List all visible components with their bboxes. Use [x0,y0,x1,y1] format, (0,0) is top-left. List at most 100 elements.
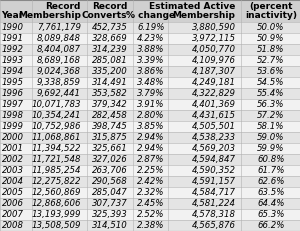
Text: 65.3%: 65.3% [257,210,284,219]
Text: 50.0%: 50.0% [257,23,284,32]
Text: 314,239: 314,239 [92,45,128,54]
Text: 10,071,783: 10,071,783 [32,100,81,109]
Text: 12,560,869: 12,560,869 [32,188,81,197]
Bar [0,55,300,66]
Text: 1999: 1999 [2,122,23,131]
Text: 3,972,115: 3,972,115 [191,34,236,43]
Text: 285,081: 285,081 [92,56,128,65]
Text: 54.5%: 54.5% [257,78,284,87]
Text: 57.2%: 57.2% [257,111,284,120]
Text: 2004: 2004 [2,177,23,186]
Text: 2.94%: 2.94% [137,133,164,142]
Bar [0,22,300,33]
Text: 2.87%: 2.87% [137,155,164,164]
Text: 314,491: 314,491 [92,78,128,87]
Text: 8,404,087: 8,404,087 [37,45,81,54]
Text: 2.94%: 2.94% [137,144,164,153]
Bar [0,209,300,220]
Text: 9,024,368: 9,024,368 [37,67,81,76]
Text: 4,505,501: 4,505,501 [191,122,236,131]
Text: 327,026: 327,026 [92,155,128,164]
Text: inactivity): inactivity) [245,11,297,20]
Text: 3.79%: 3.79% [137,89,164,98]
Text: 2002: 2002 [2,155,23,164]
Text: 13,193,999: 13,193,999 [32,210,81,219]
Text: 13,508,509: 13,508,509 [32,221,81,230]
Text: 2.42%: 2.42% [137,177,164,186]
Text: 3.39%: 3.39% [137,56,164,65]
Text: 335,200: 335,200 [92,67,128,76]
Text: 2007: 2007 [2,210,23,219]
Text: 2000: 2000 [2,133,23,142]
Text: 58.1%: 58.1% [257,122,284,131]
Text: 60.8%: 60.8% [257,155,284,164]
Text: 3,880,590: 3,880,590 [191,23,236,32]
Text: 4,187,307: 4,187,307 [191,67,236,76]
Bar [0,220,300,231]
Text: 1993: 1993 [2,56,23,65]
Text: (percent: (percent [249,2,292,11]
Text: 1991: 1991 [2,34,23,43]
Text: 11,394,522: 11,394,522 [32,144,81,153]
Bar [0,110,300,121]
Text: 4,578,318: 4,578,318 [191,210,236,219]
Text: 66.2%: 66.2% [257,221,284,230]
Text: 379,342: 379,342 [92,100,128,109]
Text: 398,745: 398,745 [92,122,128,131]
Text: 3.86%: 3.86% [137,67,164,76]
Text: Membership: Membership [18,11,81,20]
Text: 290,568: 290,568 [92,177,128,186]
Text: 50.9%: 50.9% [257,34,284,43]
Text: 53.6%: 53.6% [257,67,284,76]
Bar [0,0,300,22]
Text: 353,582: 353,582 [92,89,128,98]
Text: 328,669: 328,669 [92,34,128,43]
Text: 325,393: 325,393 [92,210,128,219]
Bar [0,77,300,88]
Text: 10,752,986: 10,752,986 [32,122,81,131]
Bar [0,198,300,209]
Text: 1997: 1997 [2,100,23,109]
Text: 4,109,976: 4,109,976 [191,56,236,65]
Text: 325,661: 325,661 [92,144,128,153]
Text: 11,985,254: 11,985,254 [32,166,81,175]
Text: 2003: 2003 [2,166,23,175]
Text: 4,591,157: 4,591,157 [191,177,236,186]
Text: Membership: Membership [172,11,236,20]
Text: 55.4%: 55.4% [257,89,284,98]
Text: 7,761,179: 7,761,179 [37,23,81,32]
Text: 62.6%: 62.6% [257,177,284,186]
Text: 4,431,615: 4,431,615 [191,111,236,120]
Text: 2.80%: 2.80% [137,111,164,120]
Text: 8,689,168: 8,689,168 [37,56,81,65]
Text: Estimated Active: Estimated Active [149,2,236,11]
Text: 56.3%: 56.3% [257,100,284,109]
Text: 2.45%: 2.45% [137,199,164,208]
Text: 64.4%: 64.4% [257,199,284,208]
Text: 4,590,352: 4,590,352 [191,166,236,175]
Text: 6.19%: 6.19% [137,23,164,32]
Text: 2001: 2001 [2,144,23,153]
Text: 1996: 1996 [2,89,23,98]
Text: 314,510: 314,510 [92,221,128,230]
Text: 4,565,876: 4,565,876 [191,221,236,230]
Text: Year: Year [2,11,24,20]
Text: 63.5%: 63.5% [257,188,284,197]
Text: Converts: Converts [82,11,128,20]
Bar [0,132,300,143]
Text: 4.23%: 4.23% [137,34,164,43]
Text: 4,401,369: 4,401,369 [191,100,236,109]
Text: 52.7%: 52.7% [257,56,284,65]
Text: 2.38%: 2.38% [137,221,164,230]
Bar [0,44,300,55]
Text: 282,458: 282,458 [92,111,128,120]
Text: 3.48%: 3.48% [137,78,164,87]
Text: 4,050,770: 4,050,770 [191,45,236,54]
Text: 61.7%: 61.7% [257,166,284,175]
Text: 10,354,241: 10,354,241 [32,111,81,120]
Text: 4,569,203: 4,569,203 [191,144,236,153]
Bar [0,99,300,110]
Text: 4,538,233: 4,538,233 [191,133,236,142]
Text: Record: Record [46,2,81,11]
Bar [0,176,300,187]
